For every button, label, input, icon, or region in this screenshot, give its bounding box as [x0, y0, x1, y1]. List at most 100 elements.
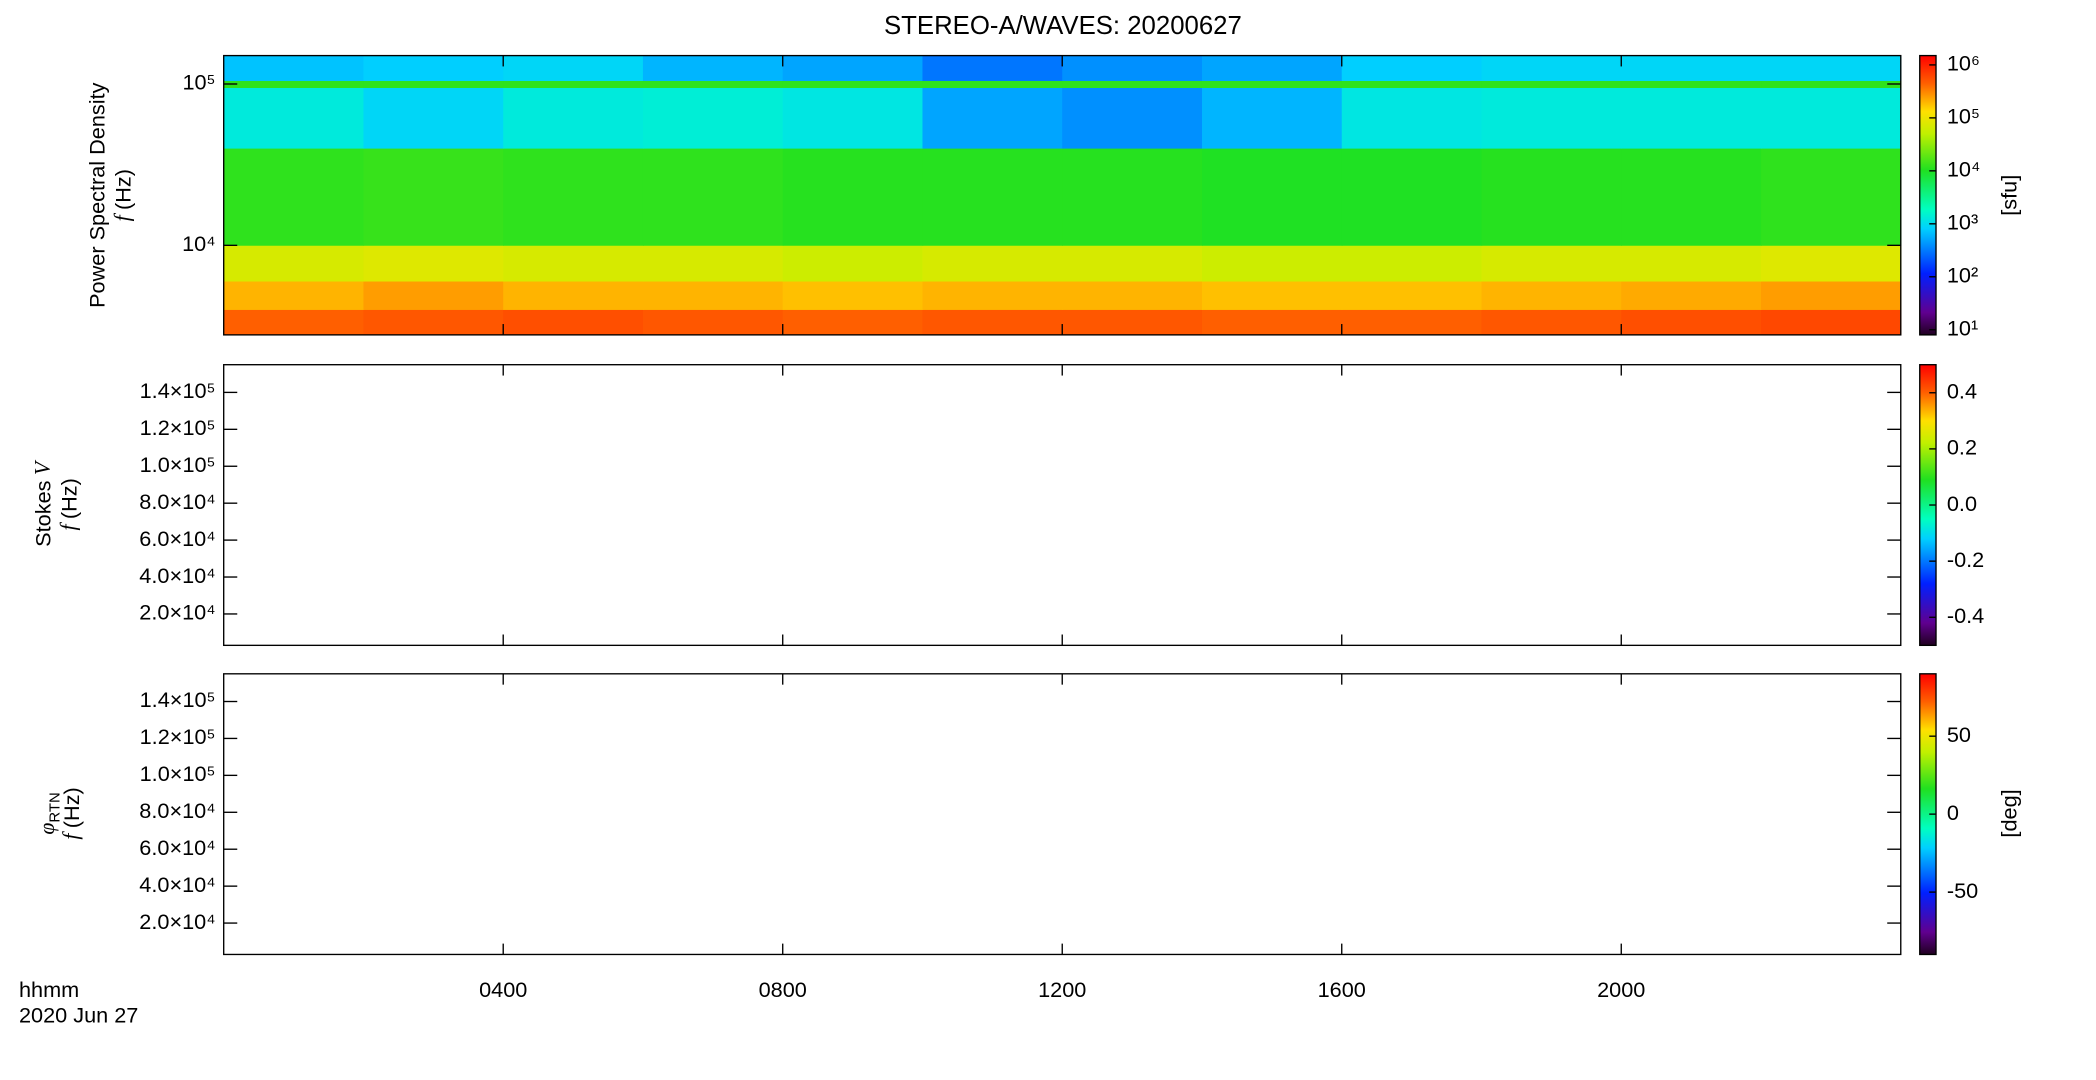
heatmap-cell [1341, 309, 1483, 336]
heatmap-cell [1481, 245, 1622, 282]
heatmap-cell [1062, 148, 1203, 246]
y-tick-label: 4.0×10⁴ [139, 563, 215, 588]
heatmap-cell [922, 281, 1063, 310]
heatmap-cell [922, 245, 1063, 282]
colorbar-tick-label: 0.2 [1947, 435, 1977, 460]
y-unit: (Hz) [56, 478, 81, 519]
heatmap-cell [1341, 148, 1483, 246]
y-axis-label: f (Hz) [56, 478, 81, 530]
heatmap-cell [1761, 87, 1902, 149]
heatmap-cell [1481, 281, 1622, 310]
colorbar-tick-label: 10³ [1947, 210, 1978, 235]
heatmap-cell [363, 309, 504, 336]
heatmap-cell [223, 80, 365, 88]
heatmap-cell [1761, 148, 1902, 246]
heatmap-cell [1062, 87, 1203, 149]
y-tick-label: 6.0×10⁴ [139, 526, 215, 551]
heatmap-cell [503, 80, 644, 88]
colorbar-tick-label: 10⁵ [1947, 104, 1980, 129]
colorbar-label: [deg] [1996, 789, 2021, 837]
heatmap-cell [1062, 55, 1203, 81]
heatmap-cell [503, 148, 644, 246]
y-label-sub: RTN [48, 792, 64, 822]
y-tick-label: 1.2×10⁵ [140, 724, 216, 749]
plot-frame [223, 673, 1902, 956]
heatmap-cell [1621, 281, 1762, 310]
heatmap-cell [642, 55, 784, 81]
colorbar-tick-label: -0.4 [1947, 603, 1984, 628]
heatmap-cell [1621, 55, 1762, 81]
heatmap-cell [642, 148, 784, 246]
y-axis-label: φRTN [35, 792, 64, 834]
colorbar-tick-label: -50 [1947, 878, 1978, 903]
y-tick-label: 6.0×10⁴ [139, 835, 215, 860]
heatmap-cell [782, 245, 924, 282]
heatmap-cell [922, 87, 1063, 149]
colorbar-tick-label: 0.0 [1947, 491, 1977, 516]
x-tick-label: 0800 [759, 977, 807, 1002]
heatmap-cell [363, 55, 504, 81]
heatmap-cell [363, 87, 504, 149]
heatmap-cell [1062, 309, 1203, 336]
heatmap-cell [642, 245, 784, 282]
y-tick-label: 8.0×10⁴ [139, 798, 215, 823]
heatmap-cell [1621, 148, 1762, 246]
heatmap-cell [503, 87, 644, 149]
plot-frame [223, 364, 1902, 647]
heatmap-cell [922, 80, 1063, 88]
y-tick-label: 2.0×10⁴ [139, 600, 215, 625]
heatmap-cell [1481, 309, 1622, 336]
heatmap-cell [782, 55, 924, 81]
heatmap-cell [1062, 281, 1203, 310]
heatmap-cell [1481, 55, 1622, 81]
colorbar-tick-label: 0 [1947, 800, 1959, 825]
heatmap-cell [1201, 309, 1343, 336]
y-tick-label: 8.0×10⁴ [139, 489, 215, 514]
heatmap-cell [503, 245, 644, 282]
y-label: Stokes [30, 480, 55, 546]
heatmap-cell [363, 80, 504, 88]
heatmap-cell [223, 309, 365, 336]
y-tick-label: 1.4×10⁵ [140, 378, 216, 403]
heatmap-cell [363, 281, 504, 310]
heatmap-cell [642, 281, 784, 310]
heatmap-cell [1062, 245, 1203, 282]
heatmap-cell [782, 281, 924, 310]
heatmap-cell [1341, 87, 1483, 149]
heatmap-cell [1341, 281, 1483, 310]
date-label: 2020 Jun 27 [19, 1003, 138, 1028]
heatmap-cell [782, 80, 924, 88]
heatmap-cell [1062, 80, 1203, 88]
heatmap-cell [1761, 309, 1902, 336]
colorbar-label: [sfu] [1996, 175, 2021, 216]
heatmap-cell [223, 55, 365, 81]
heatmap-cell [1201, 87, 1343, 149]
heatmap-cell [1621, 245, 1762, 282]
heatmap-cell [223, 148, 365, 246]
y-tick-label: 2.0×10⁴ [139, 909, 215, 934]
heatmap-cell [1201, 148, 1343, 246]
heatmap-cell [1621, 80, 1762, 88]
y-axis-label: f (Hz) [59, 787, 84, 839]
heatmap-cell [922, 55, 1063, 81]
x-tick-label: 2000 [1597, 977, 1645, 1002]
y-tick-label: 1.0×10⁵ [140, 452, 216, 477]
colorbar-tick-label: 10⁴ [1947, 157, 1980, 182]
heatmap-cell [782, 148, 924, 246]
heatmap-cell [1341, 245, 1483, 282]
heatmap-cell [223, 281, 365, 310]
heatmap-cell [642, 309, 784, 336]
y-unit: (Hz) [59, 787, 84, 828]
y-tick-label: 10⁵ [182, 70, 215, 95]
colorbar-tick-label: 50 [1947, 722, 1971, 747]
heatmap-cell [1201, 80, 1343, 88]
y-var: f [59, 831, 83, 840]
heatmap-cell [782, 309, 924, 336]
heatmap-cell [503, 309, 644, 336]
heatmap-cell [782, 87, 924, 149]
colorbar-tick-label: 10¹ [1947, 315, 1978, 340]
y-label-var: V [31, 459, 55, 475]
heatmap-cell [1621, 87, 1762, 149]
heatmap-cell [1761, 55, 1902, 81]
y-var: f [111, 212, 135, 221]
